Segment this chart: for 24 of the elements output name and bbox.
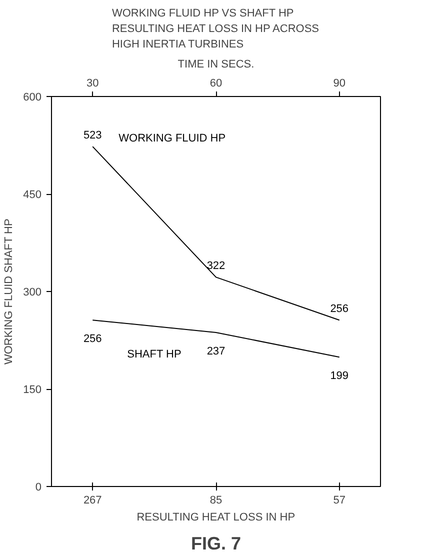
series-label: WORKING FLUID HP <box>118 132 226 145</box>
data-label: 322 <box>206 260 226 272</box>
x2-axis-title: TIME IN SECS. <box>178 58 254 70</box>
data-label: 237 <box>206 345 226 358</box>
data-label: 256 <box>330 303 349 316</box>
y-axis-title: WORKING FLUID SHAFT HP <box>3 218 16 365</box>
series-label: SHAFT HP <box>127 348 182 360</box>
data-label: 199 <box>330 370 349 382</box>
y-tick-label: 150 <box>23 384 42 396</box>
y-tick-label: 300 <box>23 286 42 298</box>
x2-tick-label: 30 <box>86 78 99 90</box>
x-axis-title: RESULTING HEAT LOSS IN HP <box>136 512 296 524</box>
x2-tick-label: 90 <box>333 78 346 90</box>
chart-title: WORKING FLUID HP VS SHAFT HP RESULTING HEAT LOSS IN HP ACROSS HIGH INERTIA TURBINES <box>112 7 320 50</box>
data-label: 256 <box>83 333 102 346</box>
y-tick-label: 600 <box>23 92 42 104</box>
caption: FIG. 7 <box>190 534 242 554</box>
y-tick-label: 450 <box>23 189 42 201</box>
x-tick-label: 57 <box>333 494 346 506</box>
x-tick-label: 267 <box>83 494 102 506</box>
x-tick-label: 85 <box>210 494 222 506</box>
y-tick-label: 0 <box>35 482 42 494</box>
data-label: 523 <box>83 130 102 142</box>
x2-tick-label: 60 <box>210 78 222 90</box>
